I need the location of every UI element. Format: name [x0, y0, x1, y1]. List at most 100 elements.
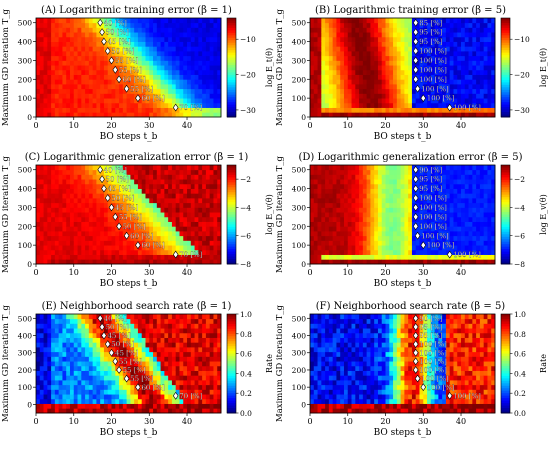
heatmap-cell	[107, 235, 112, 241]
heatmap-cell	[126, 202, 131, 208]
colorbar-segment	[227, 97, 236, 101]
heatmap-cell	[39, 207, 44, 213]
heatmap-cell	[325, 18, 330, 24]
heatmap-cell	[122, 107, 128, 113]
heatmap-cell	[134, 212, 139, 218]
heatmap-cell	[461, 174, 466, 180]
heatmap-cell	[47, 212, 52, 218]
heatmap-cell	[39, 198, 44, 204]
heatmap-cell	[126, 254, 131, 260]
diamond-marker	[412, 28, 419, 37]
heatmap-cell	[149, 69, 154, 75]
heatmap-cell	[198, 249, 203, 255]
heatmap-cell	[130, 93, 135, 99]
heatmap-cell	[487, 202, 492, 208]
heatmap-cell	[187, 107, 192, 113]
heatmap-cell	[468, 179, 473, 185]
heatmap-cell	[313, 60, 318, 66]
heatmap-cell	[328, 79, 334, 85]
y-tick-label: 400	[292, 185, 307, 194]
heatmap-cell	[119, 314, 124, 320]
heatmap-cell	[328, 259, 334, 265]
heatmap-cell	[359, 245, 364, 251]
heatmap-cell	[464, 84, 469, 90]
heatmap-cell	[362, 193, 368, 199]
heatmap-cell	[103, 165, 109, 171]
heatmap-cell	[468, 107, 473, 113]
heatmap-cell	[423, 193, 428, 199]
colorbar-segment	[227, 199, 236, 203]
heatmap-cell	[47, 179, 52, 185]
x-tick-label: 10	[343, 268, 353, 277]
heatmap-cell	[377, 65, 383, 71]
heatmap-cell	[430, 212, 435, 218]
heatmap-cell	[156, 41, 161, 47]
heatmap-cell	[457, 198, 462, 204]
heatmap-cell	[205, 60, 211, 66]
heatmap-cell	[175, 202, 180, 208]
heatmap-cell	[389, 102, 394, 108]
heatmap-cell	[145, 193, 150, 199]
x-tick-label: 10	[69, 121, 79, 130]
heatmap-cell	[103, 318, 109, 324]
heatmap-cell	[141, 254, 146, 260]
heatmap-cell	[438, 202, 443, 208]
heatmap-cell	[213, 79, 218, 85]
heatmap-cell	[374, 249, 379, 255]
heatmap-cell	[160, 36, 165, 42]
heatmap-cell	[77, 342, 82, 348]
heatmap-cell	[411, 102, 417, 108]
heatmap-cell	[202, 60, 207, 66]
heatmap-cell	[366, 193, 371, 199]
heatmap-cell	[389, 254, 394, 260]
heatmap-cell	[141, 55, 146, 61]
heatmap-cell	[457, 183, 462, 189]
heatmap-cell	[47, 342, 52, 348]
heatmap-cell	[183, 165, 188, 171]
heatmap-cell	[205, 41, 211, 47]
heatmap-cell	[39, 314, 44, 320]
heatmap-cell	[36, 112, 41, 118]
heatmap-cell	[115, 32, 120, 38]
heatmap-cell	[100, 46, 105, 52]
heatmap-cell	[408, 98, 413, 104]
heatmap-cell	[145, 165, 150, 171]
heatmap-cell	[217, 84, 222, 90]
heatmap-cell	[119, 98, 124, 104]
heatmap-cell	[408, 27, 413, 33]
heatmap-cell	[153, 226, 158, 232]
heatmap-cell	[419, 212, 424, 218]
heatmap-cell	[43, 32, 48, 38]
heatmap-cell	[355, 169, 360, 175]
heatmap-cell	[340, 55, 345, 61]
heatmap-cell	[385, 74, 390, 80]
heatmap-cell	[457, 235, 462, 241]
heatmap-cell	[134, 88, 139, 94]
heatmap-cell	[92, 46, 97, 52]
heatmap-cell	[58, 188, 63, 194]
heatmap-cell	[103, 193, 109, 199]
heatmap-cell	[343, 231, 349, 237]
heatmap-cell	[107, 226, 112, 232]
heatmap-cell	[366, 65, 371, 71]
heatmap-cell	[43, 88, 48, 94]
heatmap-cell	[325, 174, 330, 180]
heatmap-cell	[468, 22, 473, 28]
heatmap-cell	[442, 74, 447, 80]
heatmap-cell	[370, 79, 375, 85]
heatmap-cell	[419, 169, 424, 175]
heatmap-cell	[153, 254, 158, 260]
heatmap-cell	[54, 370, 60, 376]
heatmap-cell	[62, 102, 67, 108]
heatmap-cell	[190, 27, 195, 33]
heatmap-cell	[347, 102, 352, 108]
heatmap-cell	[160, 65, 165, 71]
heatmap-cell	[194, 27, 199, 33]
heatmap-cell	[370, 202, 375, 208]
heatmap-cell	[54, 18, 60, 24]
heatmap-cell	[453, 18, 458, 24]
heatmap-cell	[483, 69, 488, 75]
diamond-marker	[412, 56, 419, 65]
heatmap-cell	[438, 55, 443, 61]
